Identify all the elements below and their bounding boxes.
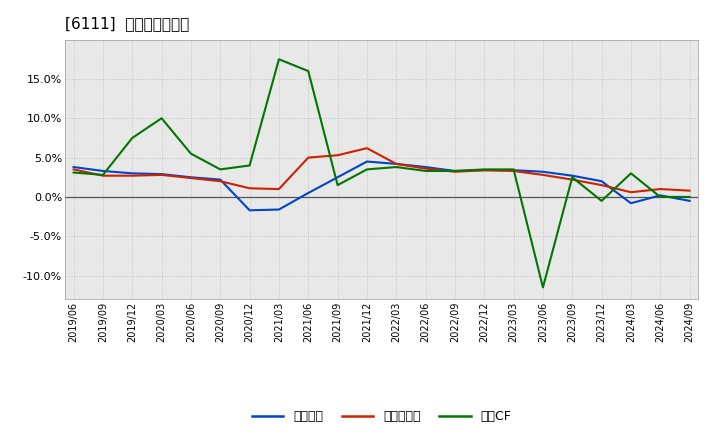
Text: [6111]  マージンの推移: [6111] マージンの推移 [65,16,189,32]
Legend: 経常利益, 当期純利益, 営業CF: 経常利益, 当期純利益, 営業CF [247,405,516,428]
